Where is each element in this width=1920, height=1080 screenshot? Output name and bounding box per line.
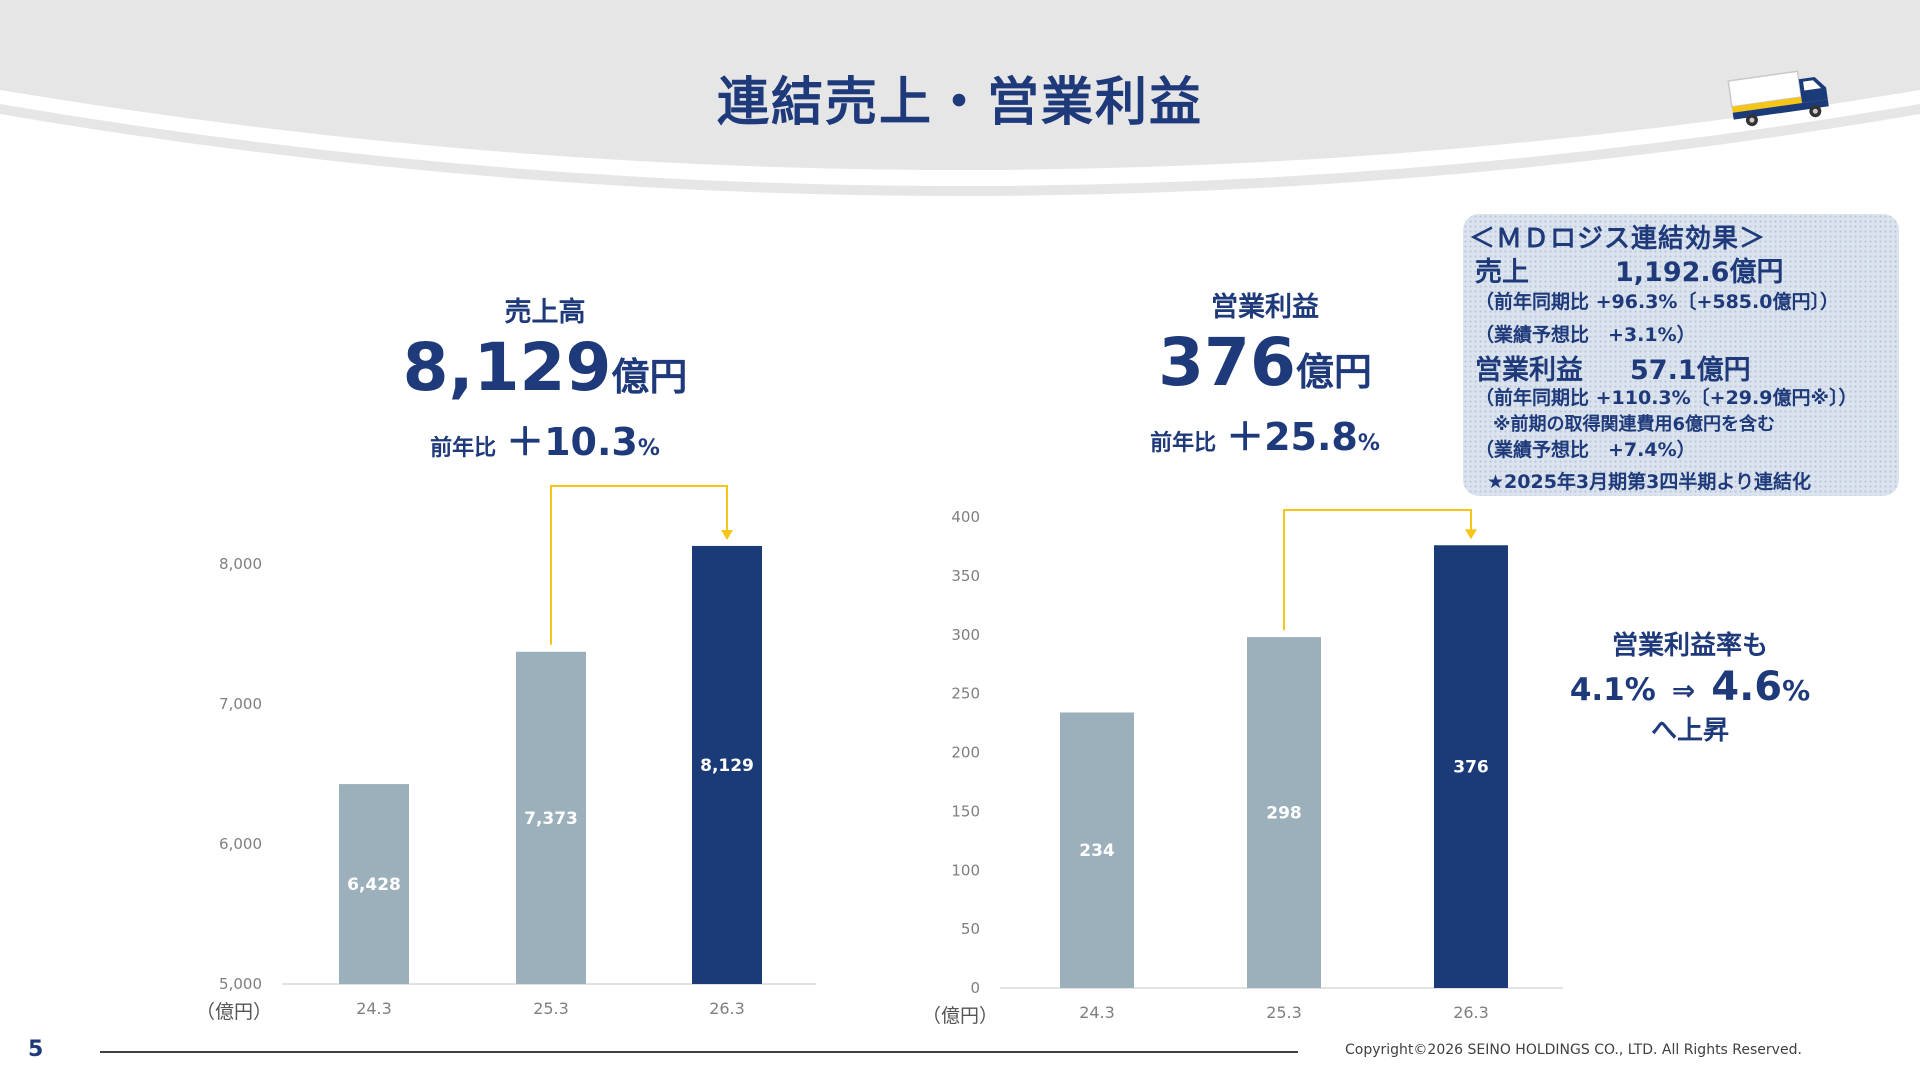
op-ytick-label: 150 xyxy=(951,802,980,820)
sales-kpi-yoy-value: ＋10.3 xyxy=(506,420,638,464)
md-op-value: 57.1億円 xyxy=(1630,355,1751,386)
op-margin-from: 4.1% xyxy=(1569,672,1656,708)
op-data-label: 298 xyxy=(1266,804,1302,824)
op-kpi-unit: 億円 xyxy=(1295,350,1372,394)
op-ytick-label: 350 xyxy=(951,567,980,585)
sales-category-label: 25.3 xyxy=(533,999,569,1018)
sales-kpi-yoy-label: 前年比 xyxy=(430,436,497,461)
op-ytick-label: 100 xyxy=(951,861,980,879)
sales-category-label: 24.3 xyxy=(356,999,392,1018)
op-data-label: 234 xyxy=(1079,841,1115,861)
op-bar xyxy=(1060,712,1134,988)
op-ytick-label: 300 xyxy=(951,626,980,644)
sales-ytick-label: 6,000 xyxy=(219,835,262,853)
md-op-label: 営業利益 xyxy=(1475,355,1583,386)
op-ytick-label: 250 xyxy=(951,685,980,703)
op-category-label: 25.3 xyxy=(1266,1003,1302,1022)
sales-ytick-label: 5,000 xyxy=(219,975,262,993)
op-unit-label: （億円） xyxy=(930,1005,998,1027)
md-logis-effect-box: ＜ＭＤロジス連結効果＞ 売上 1,192.6億円 （前年同期比 +96.3%〔+… xyxy=(1463,214,1899,496)
truck-icon xyxy=(1727,70,1829,127)
op-kpi-yoy-pct: % xyxy=(1357,431,1380,456)
sales-bar xyxy=(516,651,586,984)
copyright: Copyright©2026 SEINO HOLDINGS CO., LTD. … xyxy=(1345,1042,1802,1058)
op-bar xyxy=(1434,545,1508,988)
page-number: 5 xyxy=(28,1037,44,1062)
page-title: 連結売上・営業利益 xyxy=(716,73,1203,133)
sales-growth-bracket xyxy=(550,485,728,645)
sales-kpi-unit: 億円 xyxy=(611,355,688,399)
sales-data-label: 6,428 xyxy=(347,875,401,895)
op-category-label: 26.3 xyxy=(1453,1003,1489,1022)
md-op-note: ※前期の取得関連費用6億円を含む xyxy=(1493,414,1776,435)
op-margin-pct: % xyxy=(1782,674,1811,707)
op-ytick-label: 50 xyxy=(961,920,980,938)
sales-ytick-label: 8,000 xyxy=(219,555,262,573)
sales-unit-label: （億円） xyxy=(196,1001,272,1023)
sales-growth-arrowhead xyxy=(721,529,733,540)
op-data-label: 376 xyxy=(1453,758,1489,778)
op-kpi: 営業利益 376億円 前年比 ＋25.8% xyxy=(1110,285,1420,461)
sales-kpi-yoy-pct: % xyxy=(637,436,660,461)
md-sales-value: 1,192.6億円 xyxy=(1615,257,1784,288)
md-op-forecast: （業績予想比 +7.4%） xyxy=(1475,439,1696,461)
op-kpi-yoy-value: ＋25.8 xyxy=(1226,415,1358,459)
op-margin-note: 営業利益率も 4.1% ⇒ 4.6% へ上昇 xyxy=(1560,625,1820,747)
sales-kpi: 売上高 8,129億円 前年比 ＋10.3% xyxy=(380,290,710,466)
op-margin-arrow: ⇒ xyxy=(1671,674,1696,707)
md-consolidation-note: ★2025年3月期第3四半期より連結化 xyxy=(1487,471,1811,493)
op-margin-line1: 営業利益率も xyxy=(1611,631,1768,661)
sales-bar-chart: 5,000 6,000 7,000 8,000 （億円） 6,428 24.3 7,373 25… xyxy=(196,485,816,1023)
op-ytick-label: 0 xyxy=(970,979,980,997)
md-sales-label: 売上 xyxy=(1475,257,1529,288)
sales-kpi-label: 売上高 xyxy=(504,297,586,328)
op-ytick-label: 400 xyxy=(951,508,980,526)
op-category-label: 24.3 xyxy=(1079,1003,1115,1022)
md-box-title: ＜ＭＤロジス連結効果＞ xyxy=(1469,224,1767,254)
md-op-yoy: （前年同期比 +110.3%〔+29.9億円※〕） xyxy=(1475,387,1858,409)
op-growth-arrowhead xyxy=(1465,529,1477,540)
op-bar-chart: 0 50 100 150 200 250 300 350 400 （億円） 234 24.3 298 25… xyxy=(930,508,1563,1027)
op-growth-bracket xyxy=(1283,509,1472,631)
op-margin-line3: へ上昇 xyxy=(1650,716,1729,746)
op-margin-to: 4.6 xyxy=(1711,664,1783,710)
sales-data-label: 8,129 xyxy=(700,756,754,776)
sales-bar xyxy=(692,545,762,984)
op-kpi-label: 営業利益 xyxy=(1211,292,1319,323)
md-sales-yoy: （前年同期比 +96.3%〔+585.0億円〕） xyxy=(1475,291,1839,313)
op-bar xyxy=(1247,637,1321,988)
sales-bar xyxy=(339,784,409,984)
op-ytick-label: 200 xyxy=(951,744,980,762)
op-kpi-value: 376 xyxy=(1158,324,1296,401)
op-kpi-yoy-label: 前年比 xyxy=(1150,431,1217,456)
header-background xyxy=(0,0,1920,196)
sales-category-label: 26.3 xyxy=(709,999,745,1018)
sales-ytick-label: 7,000 xyxy=(219,695,262,713)
sales-data-label: 7,373 xyxy=(524,809,578,829)
sales-kpi-value: 8,129 xyxy=(402,329,612,406)
md-sales-forecast: （業績予想比 +3.1%） xyxy=(1475,324,1696,346)
footer-divider xyxy=(100,1051,1298,1053)
